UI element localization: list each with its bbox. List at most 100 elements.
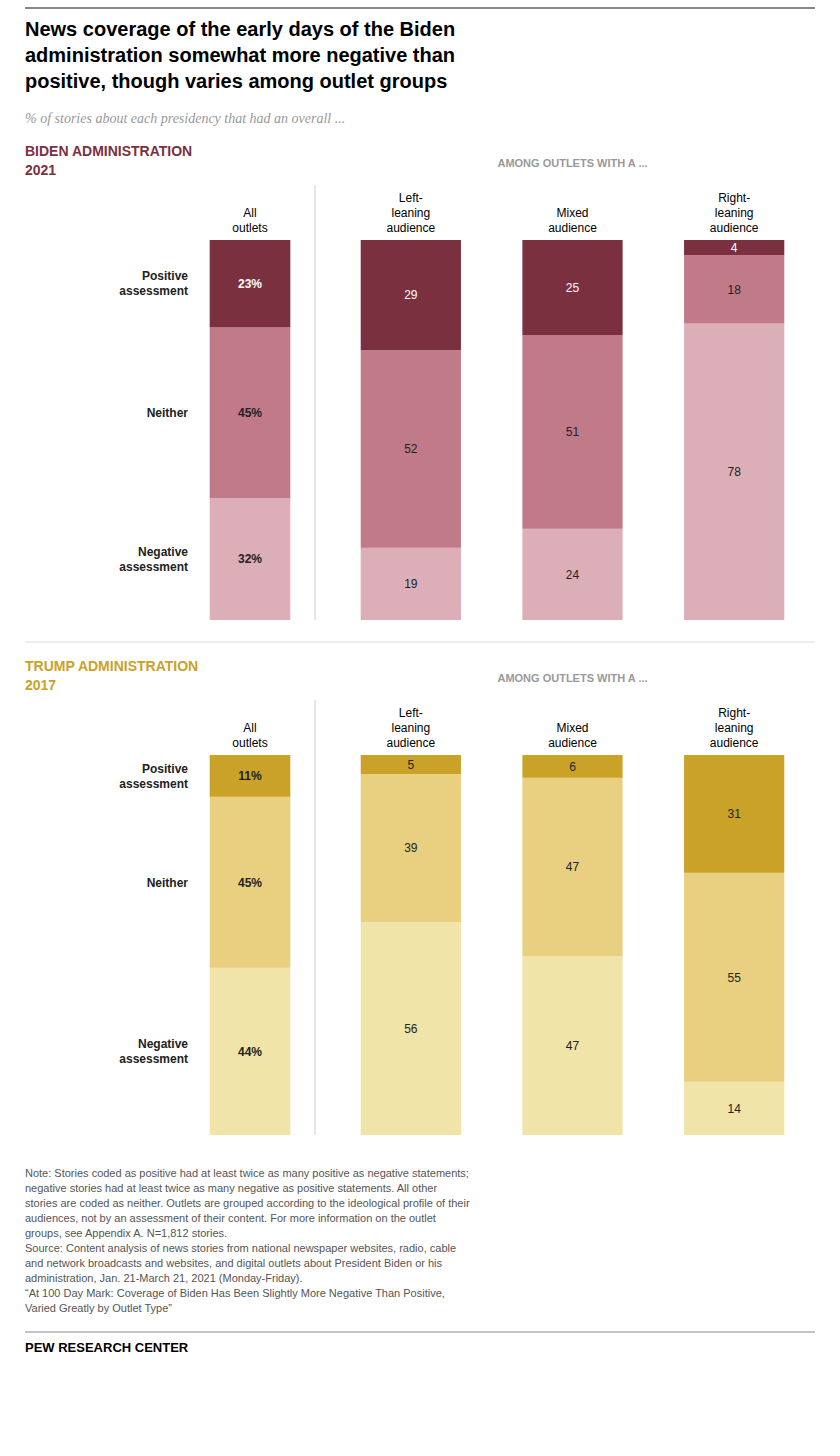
bar-segment	[361, 240, 461, 350]
category-label-line: audience	[386, 221, 435, 235]
subtitle-line: % of stories about each presidency that …	[25, 111, 345, 126]
data-label: 4	[731, 241, 738, 255]
separator	[315, 700, 316, 1135]
bar-segment	[522, 778, 622, 957]
note-line: and network broadcasts and websites, and…	[25, 1257, 443, 1269]
note-line: negative stories had at least twice as m…	[25, 1182, 437, 1194]
series-label-line: Neither	[147, 876, 189, 890]
bar-segment	[210, 498, 291, 620]
data-label: 29	[404, 288, 418, 302]
footer: PEW RESEARCH CENTER	[25, 1340, 189, 1355]
bar-segment	[210, 240, 291, 327]
annotation: AMONG OUTLETS WITH A ...	[497, 157, 647, 169]
category-label-line: Mixed	[556, 206, 588, 220]
series-label-line: Positive	[142, 269, 188, 283]
data-label: 5	[407, 758, 414, 772]
category-label-line: Left-	[399, 191, 423, 205]
bar-segment	[684, 873, 784, 1082]
series-label-line: Negative	[138, 1037, 188, 1051]
chart-section: BIDEN ADMINISTRATION2021AMONG OUTLETS WI…	[25, 143, 784, 620]
series-label-line: assessment	[119, 560, 188, 574]
bar-segment	[522, 335, 622, 529]
category-label-line: leaning	[391, 721, 430, 735]
series-label: Positiveassessment	[119, 762, 188, 791]
data-label: 11%	[238, 769, 262, 783]
data-label: 24	[566, 568, 580, 582]
category-label: Alloutlets	[232, 721, 267, 750]
series-label: Neither	[147, 406, 189, 420]
data-label: 55	[727, 971, 741, 985]
bar-segment	[684, 255, 784, 323]
data-labels: 44%56471445%39475511%5631	[238, 758, 741, 1116]
series-label-line: assessment	[119, 284, 188, 298]
category-label-line: audience	[386, 736, 435, 750]
note-line: stories are coded as neither. Outlets ar…	[25, 1197, 470, 1209]
chart-page: News coverage of the early days of the B…	[0, 0, 840, 1456]
category-label-line: Mixed	[556, 721, 588, 735]
bar-segment	[684, 324, 784, 620]
category-label-line: leaning	[715, 721, 754, 735]
bar-segment	[361, 350, 461, 548]
category-label: Left-leaningaudience	[386, 706, 435, 750]
category-label-line: audience	[548, 736, 597, 750]
category-label-line: leaning	[391, 206, 430, 220]
data-label: 23%	[238, 277, 262, 291]
category-label: Mixedaudience	[548, 206, 597, 235]
data-label: 18	[727, 283, 741, 297]
category-label: Left-leaningaudience	[386, 191, 435, 235]
annotation-line: AMONG OUTLETS WITH A ...	[497, 157, 647, 169]
data-labels: 32%19247845%52511823%29254	[238, 241, 741, 591]
bar-segment	[361, 922, 461, 1135]
bars	[210, 755, 785, 1135]
category-label: Mixedaudience	[548, 721, 597, 750]
category-label-line: Right-	[718, 191, 750, 205]
category-label-line: All	[243, 206, 256, 220]
footer-rule	[25, 1332, 815, 1333]
bar-segment	[684, 755, 784, 873]
title-line: News coverage of the early days of the B…	[25, 18, 455, 40]
top-rule	[25, 7, 815, 9]
data-label: 32%	[238, 552, 262, 566]
data-label: 25	[566, 281, 580, 295]
series-label-line: assessment	[119, 1052, 188, 1066]
series-label-line: Neither	[147, 406, 189, 420]
footer-line: PEW RESEARCH CENTER	[25, 1340, 189, 1355]
category-label-line: leaning	[715, 206, 754, 220]
title: News coverage of the early days of the B…	[25, 18, 455, 92]
section-title-line: 2021	[25, 162, 56, 178]
category-label-line: Left-	[399, 706, 423, 720]
data-label: 31	[727, 807, 741, 821]
note-line: administration, Jan. 21-March 21, 2021 (…	[25, 1272, 303, 1284]
bar-segment	[522, 755, 622, 778]
note-line: Note: Stories coded as positive had at l…	[25, 1167, 469, 1179]
bar-segment	[361, 774, 461, 922]
section-divider	[25, 642, 815, 643]
note-line: groups, see Appendix A. N=1,812 stories.	[25, 1227, 227, 1239]
subtitle: % of stories about each presidency that …	[25, 111, 345, 126]
note-line: Source: Content analysis of news stories…	[25, 1242, 456, 1254]
category-label-line: audience	[710, 736, 759, 750]
bar-segment	[210, 797, 291, 968]
category-label: Right-leaningaudience	[710, 191, 759, 235]
section-title: TRUMP ADMINISTRATION 2017	[25, 658, 198, 693]
title-line: administration somewhat more negative th…	[25, 44, 455, 66]
category-label: Right-leaningaudience	[710, 706, 759, 750]
chart-section: TRUMP ADMINISTRATION2017AMONG OUTLETS WI…	[25, 658, 784, 1135]
bar-segment	[522, 956, 622, 1135]
data-label: 45%	[238, 876, 262, 890]
series-label: Negativeassessment	[119, 1037, 188, 1066]
section-title-line: TRUMP ADMINISTRATION	[25, 658, 198, 674]
bar-segment	[210, 327, 291, 498]
bar-segment	[210, 968, 291, 1135]
category-label-line: outlets	[232, 736, 267, 750]
section-title-line: 2017	[25, 677, 56, 693]
series-label: Positiveassessment	[119, 269, 188, 298]
separator	[315, 185, 316, 620]
bar-segment	[361, 548, 461, 620]
series-label-line: assessment	[119, 777, 188, 791]
category-label: Alloutlets	[232, 206, 267, 235]
bar-segment	[684, 240, 784, 255]
bar-segment	[522, 529, 622, 620]
bar-segment	[210, 755, 291, 797]
data-label: 56	[404, 1022, 418, 1036]
